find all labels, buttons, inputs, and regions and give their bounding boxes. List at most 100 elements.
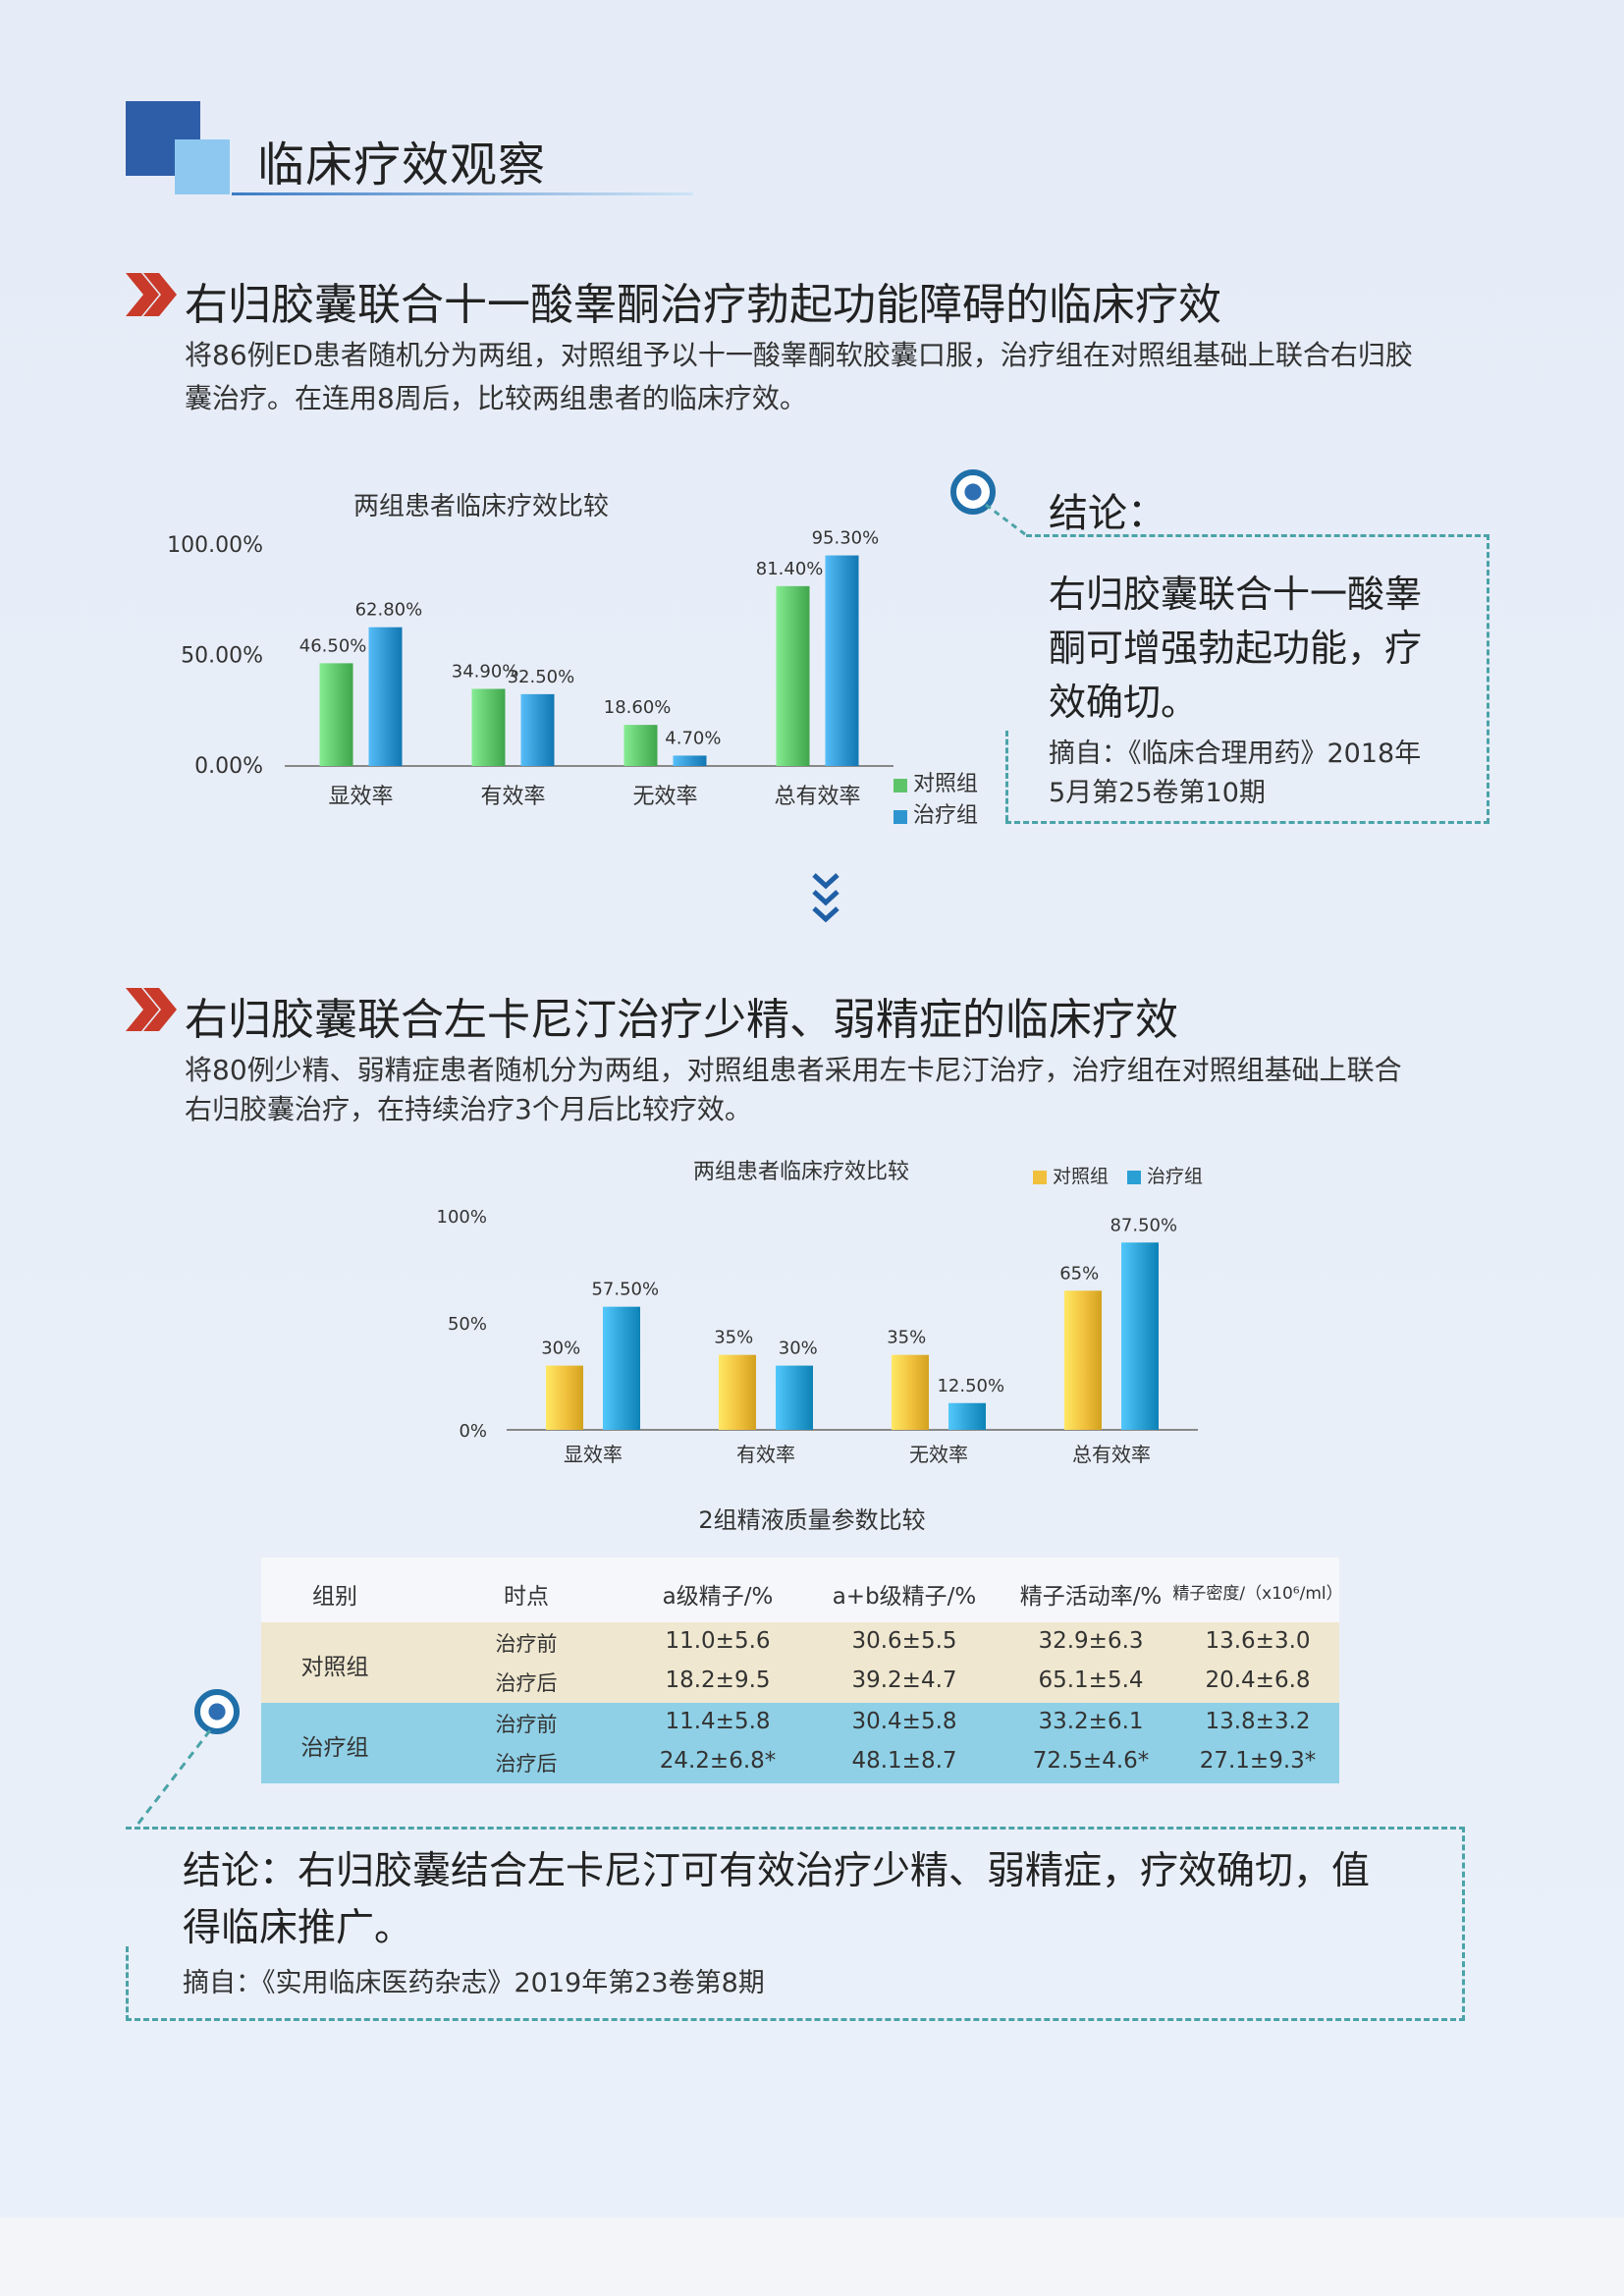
table-cell: 治疗前 [495, 1713, 558, 1736]
bar-治疗组 [603, 1306, 640, 1430]
table-header-row: 组别 时点 a级精子/% a+b级精子/% 精子活动率/% 精子密度/（x10⁶… [261, 1558, 1343, 1622]
category-label: 总有效率 [1072, 1443, 1151, 1466]
bar-治疗组 [673, 755, 707, 766]
table-cell: 治疗后 [495, 1752, 558, 1776]
conclusion1-border-left [1005, 731, 1008, 821]
table-cell: 33.2±6.1 [1038, 1709, 1144, 1734]
y-tick-label: 50% [448, 1314, 487, 1335]
category-label: 无效率 [632, 785, 697, 809]
legend-label: 对照组 [913, 772, 978, 796]
conclusion1-line1: 右归胶囊联合十一酸睾 [1049, 573, 1423, 616]
table-cell: 48.1±8.7 [851, 1748, 957, 1774]
bar-对照组 [719, 1354, 756, 1430]
legend-swatch [893, 779, 907, 793]
legend-swatch [1033, 1171, 1047, 1184]
section1-desc-line2: 囊治疗。在连用8周后，比较两组患者的临床疗效。 [185, 382, 807, 414]
table-header-time: 时点 [504, 1584, 549, 1610]
connector-dashes [985, 503, 1026, 536]
section2-desc-line2: 右归胶囊治疗，在持续治疗3个月后比较疗效。 [185, 1093, 752, 1125]
data-label: 35% [887, 1328, 926, 1348]
conclusion2-line2: 得临床推广。 [183, 1906, 413, 1950]
table-cell: 治疗前 [495, 1632, 558, 1656]
bar-治疗组 [520, 693, 555, 766]
bar-对照组 [623, 725, 658, 766]
table-cell: 11.0±5.6 [665, 1628, 771, 1654]
table-header-density: 精子密度/（x10⁶/ml） [1172, 1584, 1343, 1604]
data-label: 57.50% [591, 1280, 659, 1300]
conclusion1-border-top [1026, 534, 1489, 537]
data-label: 32.50% [508, 667, 575, 687]
table-header-ab: a+b级精子/% [832, 1584, 977, 1610]
y-tick-label: 0.00% [194, 754, 263, 779]
legend-swatch [1127, 1171, 1141, 1184]
data-label: 87.50% [1110, 1215, 1177, 1235]
conclusion1-source-line1: 摘自：《临床合理用药》2018年 [1049, 738, 1422, 769]
double-chevron-icon [126, 273, 177, 316]
category-label: 显效率 [564, 1443, 623, 1466]
conclusion2-box [126, 1827, 1465, 2021]
section1-title: 右归胶囊联合十一酸睾酮治疗勃起功能障碍的临床疗效 [185, 280, 1221, 330]
bar-对照组 [319, 663, 353, 766]
table-cell: 13.8±3.2 [1205, 1709, 1311, 1734]
category-label: 显效率 [328, 785, 393, 809]
data-label: 12.50% [937, 1376, 1004, 1396]
location-pin-icon [194, 1689, 240, 1734]
data-label: 62.80% [355, 600, 423, 621]
table-cell: 72.5±4.6* [1032, 1748, 1150, 1774]
y-tick-label: 0% [459, 1421, 487, 1442]
table-cell: 20.4±6.8 [1205, 1667, 1311, 1693]
legend-swatch [893, 810, 907, 824]
table-cell: 11.4±5.8 [665, 1709, 771, 1734]
legend-label: 对照组 [1053, 1166, 1109, 1187]
y-tick-label: 50.00% [181, 644, 263, 669]
category-label: 有效率 [736, 1443, 795, 1466]
down-chevrons-icon [812, 873, 839, 923]
conclusion1-line2: 酮可增强勃起功能，疗 [1049, 627, 1423, 670]
chart-title: 两组患者临床疗效比较 [353, 492, 609, 521]
conclusion1-source-line2: 5月第25卷第10期 [1049, 778, 1266, 808]
chart2: 两组患者临床疗效比较 0% 50% 100% 30% 57.50% 显效率 35% 30% 有效率… [437, 1160, 1203, 1466]
legend-label: 治疗组 [913, 803, 978, 828]
header-square-light [175, 139, 230, 194]
chart-title: 两组患者临床疗效比较 [693, 1160, 909, 1184]
table-header-a: a级精子/% [662, 1584, 774, 1610]
bar-治疗组 [368, 627, 403, 766]
data-label: 81.40% [756, 559, 824, 579]
table-header-motility: 精子活动率/% [1019, 1584, 1163, 1610]
conclusion1-heading: 结论： [1049, 491, 1166, 536]
y-tick-label: 100.00% [167, 533, 263, 558]
bar-治疗组 [948, 1402, 986, 1430]
conclusion1-line3: 效确切。 [1049, 681, 1199, 724]
table-cell: 65.1±5.4 [1038, 1667, 1144, 1693]
table-cell: 30.6±5.5 [851, 1628, 957, 1654]
category-label: 有效率 [480, 785, 545, 809]
conclusion2-source: 摘自：《实用临床医药杂志》2019年第23卷第8期 [183, 1968, 765, 1998]
bar-对照组 [471, 688, 506, 766]
table-cell: 18.2±9.5 [665, 1667, 771, 1693]
table-cell: 13.6±3.0 [1205, 1628, 1311, 1654]
category-label: 无效率 [909, 1443, 968, 1466]
semen-quality-table: 组别 时点 a级精子/% a+b级精子/% 精子活动率/% 精子密度/（x10⁶… [261, 1558, 1343, 1783]
section2-title: 右归胶囊联合左卡尼汀治疗少精、弱精症的临床疗效 [185, 995, 1178, 1045]
table-cell: 27.1±9.3* [1199, 1748, 1317, 1774]
table-cell: 39.2±4.7 [851, 1667, 957, 1693]
location-pin-icon [950, 469, 996, 515]
table-cell: 治疗后 [495, 1671, 558, 1695]
data-label: 30% [541, 1339, 580, 1359]
bar-治疗组 [1121, 1242, 1159, 1430]
data-label: 18.60% [604, 697, 672, 718]
section1-desc-line1: 将86例ED患者随机分为两组，对照组予以十一酸睾酮软胶囊口服，治疗组在对照组基础… [185, 339, 1413, 371]
data-label: 95.30% [812, 528, 880, 549]
title-underline [232, 192, 693, 195]
conclusion1-box [1005, 534, 1489, 824]
table-cell: 30.4±5.8 [851, 1709, 957, 1734]
legend-label: 治疗组 [1147, 1166, 1203, 1187]
data-label: 30% [779, 1339, 818, 1359]
category-label: 总有效率 [774, 785, 860, 809]
bar-对照组 [1064, 1290, 1102, 1430]
table-group-name: 治疗组 [300, 1735, 369, 1761]
bar-治疗组 [825, 555, 859, 766]
table-cell: 24.2±6.8* [659, 1748, 777, 1774]
chart1: 两组患者临床疗效比较 0.00% 50.00% 100.00% 46.50% 62.80%… [167, 492, 978, 828]
